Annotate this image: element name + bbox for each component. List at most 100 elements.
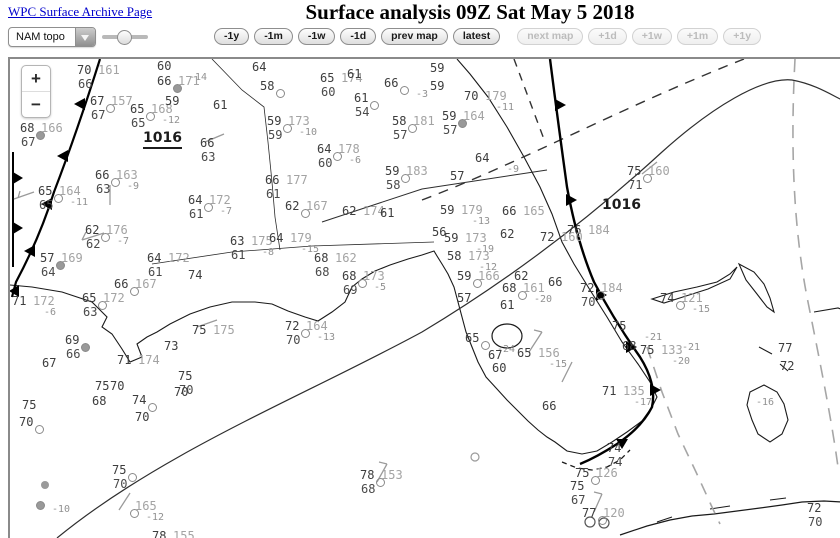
station-plot: 58 — [260, 80, 285, 98]
station-plot: 74 121 -15 — [660, 291, 711, 315]
station-plot: 65 -24 — [465, 331, 516, 355]
zoom-out-button[interactable]: − — [31, 95, 41, 114]
station-plot: 61 — [380, 206, 395, 220]
station-plot: 64 -9 — [475, 151, 520, 175]
station-plot: 66 -3 — [384, 76, 429, 100]
station-plot: 67 157 67 — [90, 94, 133, 122]
station-plot: 68 166 67 — [20, 121, 63, 149]
nav-button-1d[interactable]: -1d — [340, 28, 377, 45]
zoom-in-button[interactable]: + — [22, 66, 50, 92]
station-plot: 68 161 -20 — [502, 281, 553, 305]
station-plot: 61 — [347, 67, 362, 81]
station-plot: 78 155 — [152, 529, 195, 538]
station-plot: 76 184 — [567, 223, 610, 237]
station-plot: 75 — [22, 398, 37, 412]
station-plot: 59 164 57 — [442, 109, 485, 137]
station-plot: 72 160 — [540, 230, 583, 244]
station-plot: 66 165 — [502, 204, 545, 218]
nav-button-nextmap: next map — [517, 28, 584, 45]
history-slider[interactable] — [102, 30, 148, 45]
station-plot: 75 — [95, 379, 110, 393]
station-plot: 71 135 -17 — [602, 384, 653, 408]
slider-knob[interactable] — [117, 30, 132, 45]
station-plot: 70 179 -11 — [464, 89, 515, 113]
station-plot: 68 — [622, 339, 637, 353]
wpc-archive-link[interactable]: WPC Surface Archive Page — [8, 4, 153, 19]
station-plot: 59 173 59 -10 — [267, 114, 318, 142]
station-plot: 62 — [514, 269, 529, 283]
station-plot: 72 184 70 — [580, 281, 623, 309]
station-plot: 59 173 -19 — [444, 231, 495, 255]
station-plot: 65 172 63 — [82, 291, 125, 319]
nav-button-1y[interactable]: -1y — [214, 28, 250, 45]
station-plot: 72 164 70 -13 — [285, 319, 336, 347]
station-plot: 75 160 71 — [627, 164, 670, 192]
station-plot: 67 — [488, 348, 503, 362]
station-plot: 66 — [542, 399, 557, 413]
map-base-layer — [10, 59, 840, 538]
surface-map[interactable]: 70 161 66 60 -14 66 171 67 157 67 65 168 65 -12 59 61 68… — [8, 57, 840, 538]
nav-button-1d: +1d — [588, 28, 627, 45]
station-plot: 70 — [110, 379, 125, 393]
station-plot: 62 167 — [285, 200, 328, 218]
station-plot: 57 169 64 — [40, 251, 83, 279]
station-plot: 65 168 65 -12 — [130, 102, 181, 130]
station-plot: 77 120 — [582, 507, 625, 525]
station-plot: 72 — [780, 359, 795, 373]
nav-button-latest[interactable]: latest — [452, 28, 501, 45]
station-plot: 58 173 -12 — [447, 249, 498, 273]
station-plot: 63 175 61 -8 — [230, 234, 275, 262]
nav-button-1w: +1w — [631, 28, 672, 45]
station-plot: 70 161 66 — [77, 63, 120, 91]
station-plot: 65 164 65 -11 — [38, 184, 89, 212]
dropdown-arrow-icon — [75, 28, 95, 46]
nav-button-prevmap[interactable]: prev map — [381, 28, 448, 45]
station-plot: 62 174 — [342, 204, 385, 218]
zoom-control: + − — [21, 65, 51, 118]
station-plot: 59 166 — [457, 270, 500, 288]
station-plot: 60 -14 — [157, 59, 208, 83]
station-plot: 64 178 60 -6 — [317, 142, 362, 170]
nav-button-1w[interactable]: -1w — [297, 28, 336, 45]
nav-button-1y: +1y — [723, 28, 762, 45]
station-plot: 60 — [492, 361, 507, 375]
station-plot: 58 181 57 — [392, 114, 435, 142]
station-plot: 66 — [548, 275, 563, 289]
station-plot: 64 172 61 — [147, 251, 190, 279]
page-title: Surface analysis 09Z Sat May 5 2018 — [305, 0, 635, 24]
station-plot: 75 -21 — [612, 319, 663, 343]
station-plot: 64 179 -15 — [269, 231, 320, 255]
map-type-select[interactable]: NAM topo — [8, 27, 96, 47]
nav-button-1m: +1m — [676, 28, 719, 45]
station-plot: 59 183 58 — [385, 164, 428, 192]
station-plot: 68 — [92, 394, 107, 408]
station-plot: 57 — [457, 291, 472, 305]
station-plot: 56 — [432, 225, 447, 239]
station-plot: 59 — [430, 79, 445, 93]
station-plot: 70 — [19, 416, 44, 434]
station-plot: 74 — [188, 268, 203, 282]
station-plot: 73 — [164, 339, 179, 353]
isobar-label: 1016 — [602, 197, 641, 213]
station-plot: 66 171 — [157, 75, 200, 93]
station-plot: 62 — [500, 227, 515, 241]
station-plot: 75 67 — [570, 479, 586, 507]
station-plot: 75 70 — [178, 369, 194, 397]
station-plot: 75 133 -20 — [640, 343, 691, 367]
nav-button-1m[interactable]: -1m — [254, 28, 293, 45]
station-plot: 61 54 — [354, 92, 379, 118]
station-plot: 59 — [430, 61, 445, 75]
nav-button-row: -1y -1m -1w -1d prev map latest next map +1d +1w… — [214, 28, 762, 45]
station-plot: 75 126 — [575, 467, 618, 485]
station-plot: 77 — [778, 341, 793, 355]
station-plot: 62 176 62 -7 — [85, 223, 130, 251]
station-plot: 59 — [165, 94, 180, 108]
station-plot: 59 179 -13 — [440, 203, 491, 227]
station-plot: 68 173 69 -5 — [342, 269, 387, 297]
station-plot: 74 — [132, 394, 157, 412]
station-plot: 64 — [252, 60, 267, 74]
map-type-selected-label: NAM topo — [16, 31, 65, 43]
station-plot: 66 177 61 — [265, 173, 308, 201]
station-plot: 71 174 — [117, 353, 160, 367]
station-plot: 66 163 63 -9 — [95, 168, 140, 196]
